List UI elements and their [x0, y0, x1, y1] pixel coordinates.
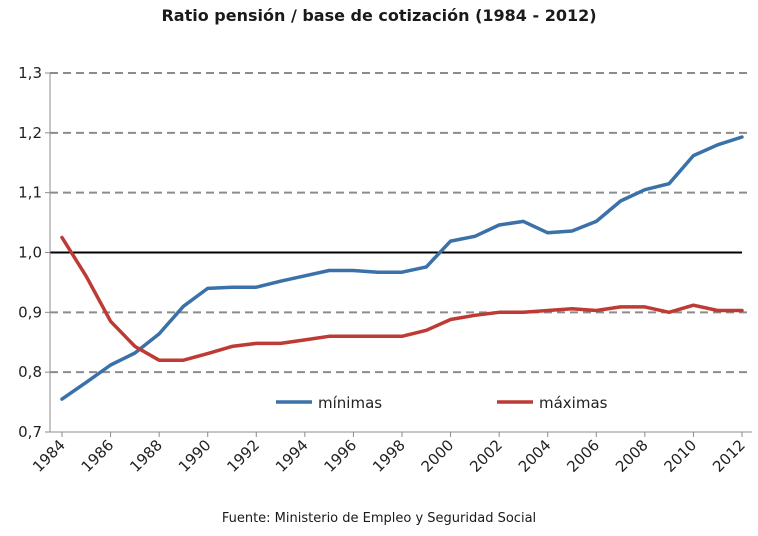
y-tick-label: 1,3	[18, 64, 42, 82]
gridlines	[50, 72, 752, 374]
series-line	[60, 135, 744, 401]
x-tick-label: 1986	[78, 436, 118, 476]
y-tick-label: 1,0	[18, 244, 42, 262]
x-axis-ticks: 1984 1986 1988 1990 1992 1994 1996 1998 2000 2002…	[29, 432, 749, 476]
y-tick-label: 0,8	[18, 363, 42, 381]
x-tick-label: 1992	[223, 436, 263, 476]
x-tick-label: 1994	[272, 436, 312, 476]
x-tick-label: 2008	[612, 436, 652, 476]
x-tick-label: 2004	[515, 436, 555, 476]
legend: mínimas máximas	[276, 394, 608, 412]
axes	[49, 73, 752, 433]
series-line	[60, 235, 744, 362]
x-tick-label: 1998	[369, 436, 409, 476]
x-tick-label: 2002	[466, 436, 506, 476]
legend-label: mínimas	[318, 394, 382, 412]
y-tick-label: 0,9	[18, 303, 42, 321]
x-tick-label: 2010	[661, 436, 701, 476]
legend-label: máximas	[539, 394, 608, 412]
x-tick-label: 2006	[563, 436, 603, 476]
x-tick-label: 1984	[29, 436, 69, 476]
x-tick-label: 1996	[321, 436, 361, 476]
x-tick-label: 2000	[418, 436, 458, 476]
y-tick-label: 1,1	[18, 184, 42, 202]
y-tick-label: 1,2	[18, 124, 42, 142]
x-tick-label: 2012	[709, 436, 749, 476]
y-tick-label: 0,7	[18, 423, 42, 441]
source-note: Fuente: Ministerio de Empleo y Seguridad…	[221, 511, 537, 526]
chart-title: Ratio pensión / base de cotización (1984…	[161, 6, 597, 25]
x-tick-label: 1988	[126, 436, 166, 476]
y-axis-ticks: 0,7 0,8 0,9 1,0 1,1 1,2 1,3	[18, 64, 50, 441]
x-tick-label: 1990	[175, 436, 215, 476]
series-lines	[60, 135, 744, 401]
